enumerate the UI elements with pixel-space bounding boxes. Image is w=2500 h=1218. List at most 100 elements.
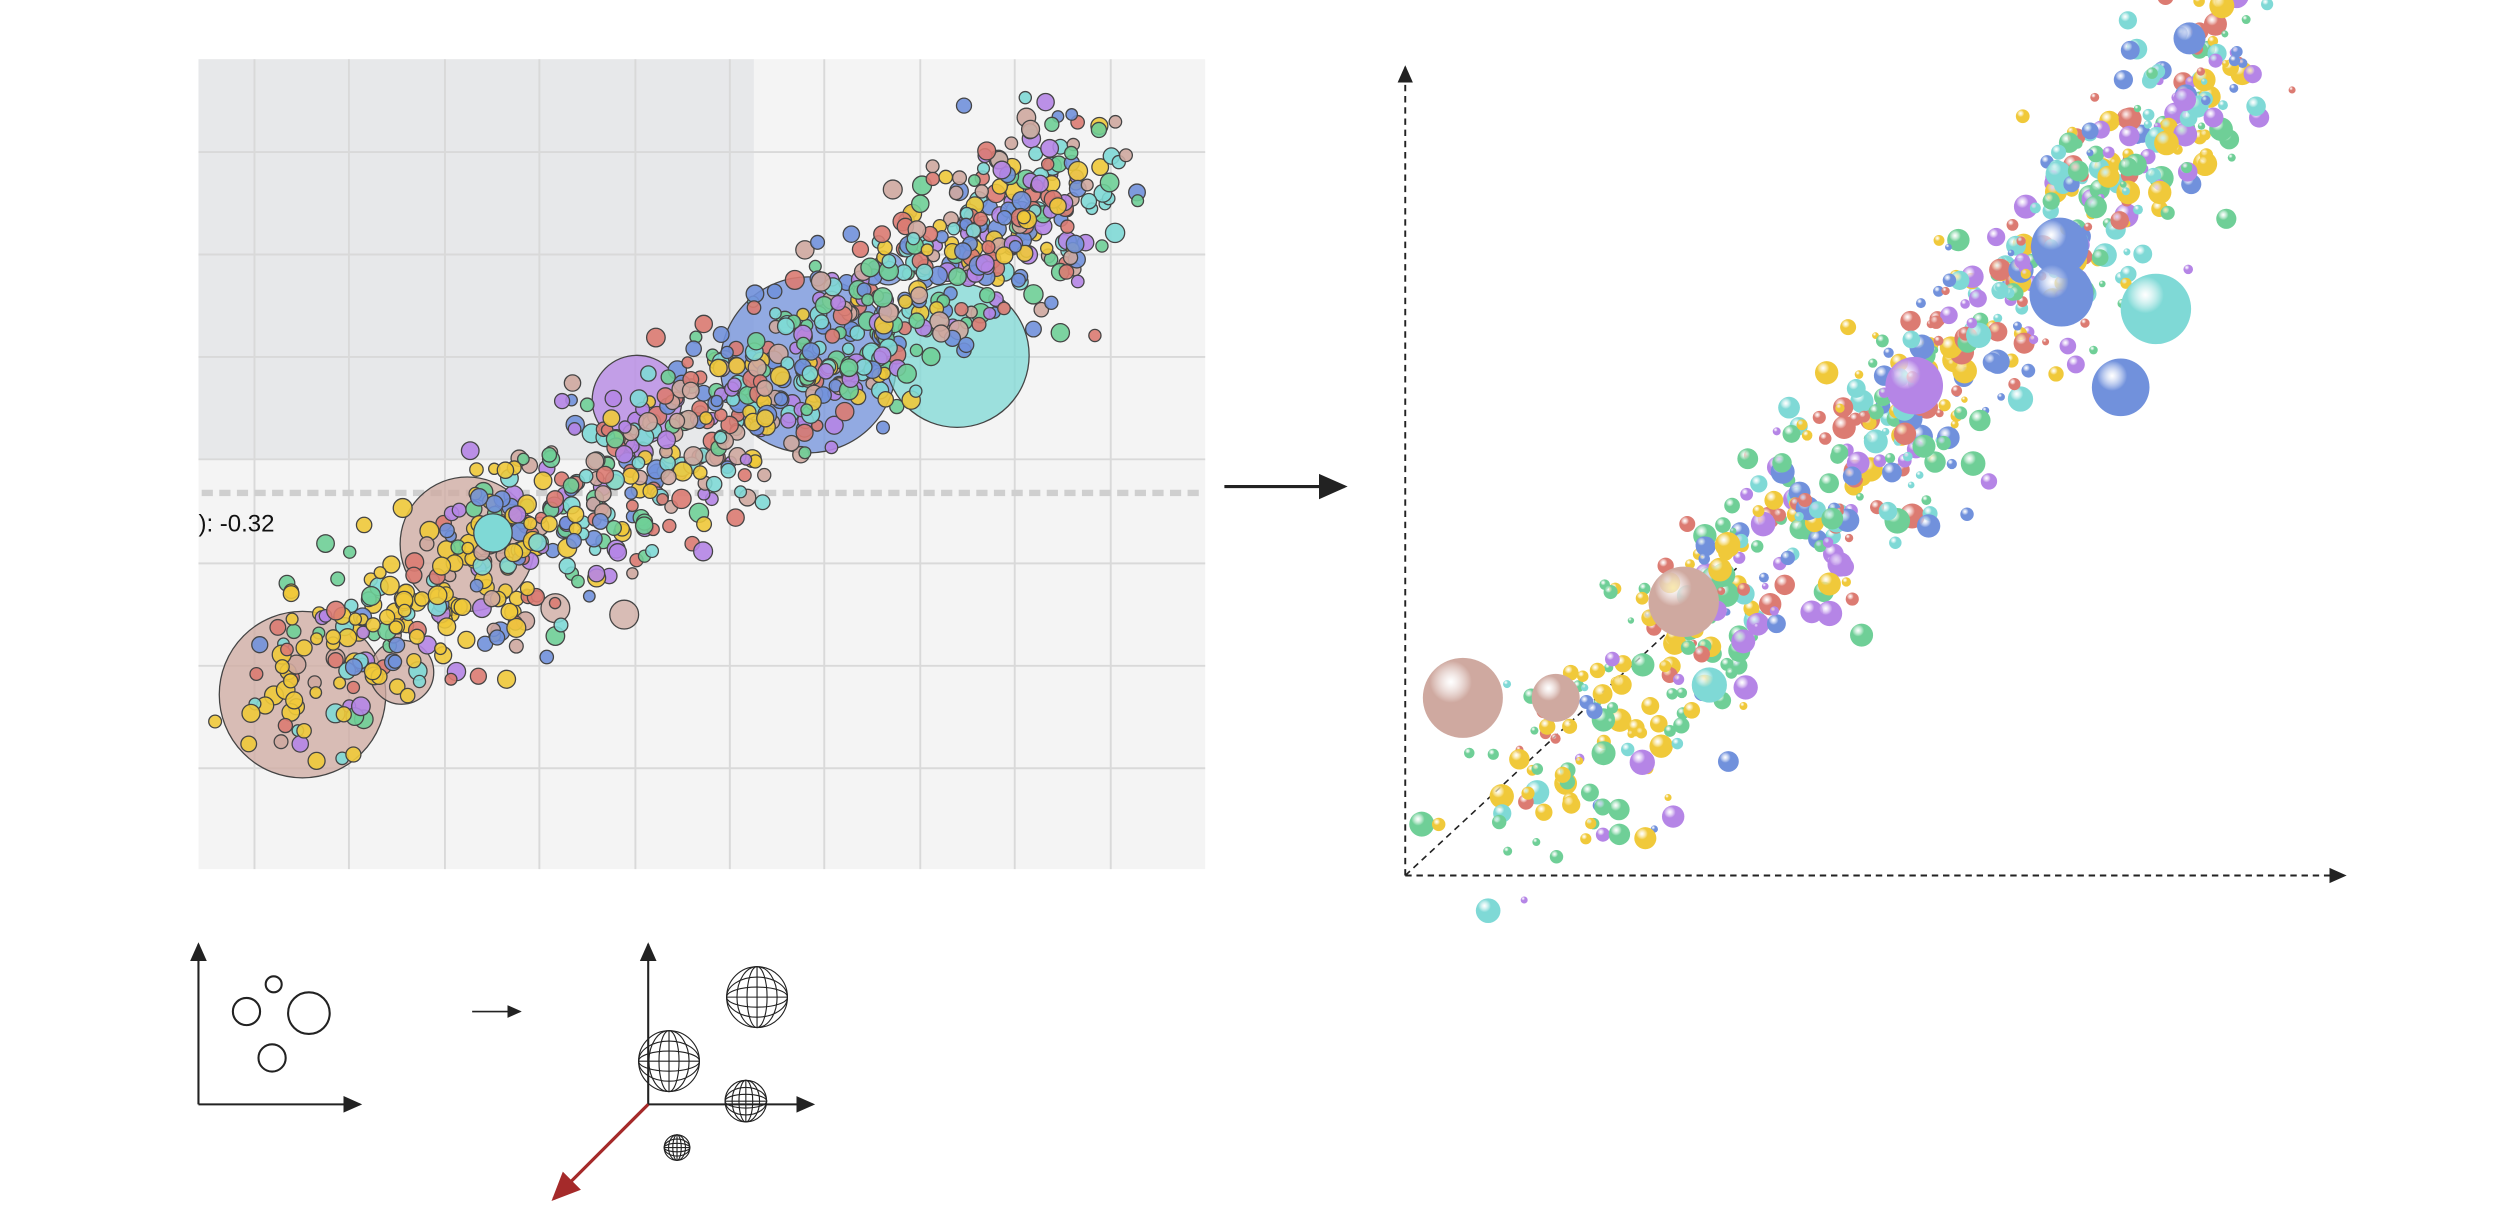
sphere bbox=[1950, 420, 1959, 429]
sphere bbox=[1521, 786, 1535, 800]
bubble bbox=[365, 617, 381, 633]
bubble bbox=[605, 520, 622, 537]
sphere bbox=[1902, 330, 1921, 349]
spheres bbox=[1409, 0, 2296, 924]
bubble bbox=[1108, 114, 1123, 129]
bubble bbox=[434, 642, 447, 656]
sphere bbox=[1676, 687, 1688, 699]
bubble bbox=[605, 429, 625, 449]
bubble-3d-panel bbox=[1397, 0, 2347, 924]
bubble bbox=[995, 246, 1014, 265]
bubble bbox=[469, 462, 484, 477]
bubble bbox=[310, 632, 324, 646]
bubble bbox=[460, 441, 480, 461]
sphere bbox=[1673, 717, 1690, 734]
sphere bbox=[2015, 109, 2030, 124]
sphere bbox=[2012, 321, 2022, 331]
bubble bbox=[285, 691, 304, 710]
bubble bbox=[1020, 119, 1041, 139]
bubble bbox=[1016, 209, 1032, 225]
bubble bbox=[640, 365, 657, 382]
sphere bbox=[1591, 741, 1616, 766]
sphere bbox=[1921, 495, 1932, 506]
sphere bbox=[1882, 462, 1902, 483]
bubble bbox=[533, 471, 553, 491]
bubble bbox=[1023, 284, 1044, 305]
bubble bbox=[683, 446, 704, 466]
bubble bbox=[282, 585, 300, 603]
sphere bbox=[1666, 688, 1678, 700]
sphere bbox=[1608, 708, 1632, 732]
sphere bbox=[1947, 228, 1970, 252]
sphere bbox=[1535, 803, 1553, 821]
sphere bbox=[2143, 120, 2153, 129]
bubble bbox=[915, 263, 934, 282]
bubble bbox=[282, 673, 299, 689]
sphere bbox=[1960, 451, 1986, 476]
bubble bbox=[240, 735, 258, 753]
sphere bbox=[1743, 600, 1760, 617]
sphere bbox=[2146, 67, 2158, 79]
bubble bbox=[1048, 197, 1067, 216]
sphere bbox=[1580, 683, 1589, 692]
sphere bbox=[1769, 606, 1779, 616]
sphere bbox=[1885, 356, 1944, 415]
sphere bbox=[1808, 501, 1826, 519]
bubble bbox=[746, 331, 766, 351]
sphere bbox=[1856, 492, 1864, 501]
bubble bbox=[274, 659, 290, 675]
sphere bbox=[1794, 511, 1804, 522]
sphere bbox=[1409, 811, 1435, 837]
sphere bbox=[1664, 794, 1672, 802]
sphere bbox=[2091, 358, 2150, 417]
sphere bbox=[2133, 244, 2153, 264]
sphere bbox=[1589, 662, 1606, 679]
sphere bbox=[1731, 629, 1756, 654]
sphere bbox=[2014, 253, 2031, 269]
sphere bbox=[1961, 396, 1968, 403]
bubble bbox=[699, 411, 713, 425]
bubble bbox=[906, 231, 921, 246]
sphere bbox=[1580, 783, 1599, 802]
sphere bbox=[1960, 299, 1970, 309]
bubble bbox=[427, 585, 448, 606]
sphere bbox=[1620, 742, 1635, 757]
sphere bbox=[1929, 315, 1943, 329]
sphere bbox=[2097, 165, 2120, 188]
bubble bbox=[1088, 328, 1102, 343]
sphere bbox=[2123, 248, 2131, 256]
bubble bbox=[784, 269, 805, 291]
bubble bbox=[948, 185, 964, 201]
bubble bbox=[457, 630, 476, 650]
sphere bbox=[2237, 58, 2248, 69]
bubble bbox=[692, 465, 708, 480]
sphere bbox=[1841, 577, 1851, 587]
sphere bbox=[1778, 396, 1800, 419]
sphere bbox=[2059, 337, 2077, 355]
bubble bbox=[810, 271, 832, 292]
sphere bbox=[1607, 717, 1615, 726]
bubble bbox=[638, 411, 658, 432]
sphere bbox=[2201, 95, 2211, 106]
sphere bbox=[1661, 805, 1685, 828]
bubble bbox=[796, 307, 810, 322]
sphere bbox=[2209, 0, 2235, 19]
sphere bbox=[1641, 697, 1660, 715]
sphere bbox=[2090, 92, 2100, 102]
bubble bbox=[1018, 90, 1033, 105]
sphere bbox=[1772, 427, 1781, 436]
sphere bbox=[2028, 334, 2039, 345]
bubble bbox=[488, 629, 506, 646]
bubble bbox=[631, 455, 646, 470]
sphere bbox=[1952, 358, 1977, 384]
sphere bbox=[1737, 582, 1750, 596]
bubble bbox=[419, 536, 435, 552]
sphere bbox=[1680, 640, 1696, 655]
sphere bbox=[2066, 355, 2085, 374]
sphere bbox=[2119, 181, 2127, 188]
sphere bbox=[1936, 435, 1951, 451]
bubble bbox=[908, 312, 926, 330]
sphere bbox=[1737, 448, 1759, 470]
sphere bbox=[2207, 35, 2219, 47]
sphere bbox=[1520, 896, 1528, 904]
